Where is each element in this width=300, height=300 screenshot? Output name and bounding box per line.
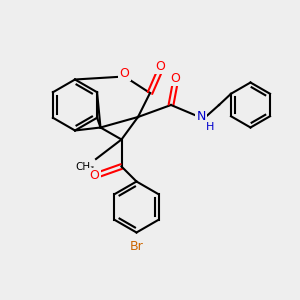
Text: Br: Br bbox=[130, 240, 143, 253]
Text: N: N bbox=[196, 110, 206, 124]
Text: O: O bbox=[171, 71, 180, 85]
Text: O: O bbox=[156, 59, 165, 73]
Text: H: H bbox=[206, 122, 214, 133]
Text: CH₃: CH₃ bbox=[75, 162, 94, 172]
Text: O: O bbox=[90, 169, 99, 182]
Text: O: O bbox=[120, 67, 129, 80]
